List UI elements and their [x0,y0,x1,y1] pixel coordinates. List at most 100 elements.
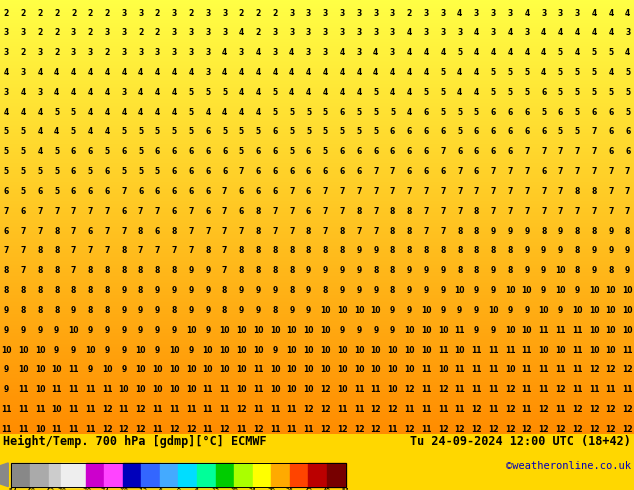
Text: 11: 11 [522,345,532,355]
Text: 7: 7 [222,187,228,196]
Text: 8: 8 [474,266,479,275]
Text: 4: 4 [172,68,177,77]
Text: 3: 3 [574,8,580,18]
Text: 8: 8 [440,246,446,255]
Text: 8: 8 [239,246,244,255]
Text: 11: 11 [1,405,11,414]
Text: 3: 3 [71,28,76,37]
Text: 42: 42 [304,489,313,490]
Text: 10: 10 [370,306,381,315]
Text: 8: 8 [306,226,311,236]
Text: 11: 11 [18,425,29,434]
Text: 12: 12 [455,425,465,434]
Text: 10: 10 [572,306,583,315]
Text: 5: 5 [54,167,60,176]
Text: 5: 5 [608,48,614,57]
Text: 9: 9 [524,266,529,275]
Text: 4: 4 [407,28,412,37]
Text: 4: 4 [37,147,42,156]
Text: 5: 5 [256,127,261,136]
Text: 12: 12 [623,405,633,414]
Text: 9: 9 [340,286,345,295]
Text: 8: 8 [205,246,210,255]
Text: 6: 6 [205,167,210,176]
Text: 8: 8 [373,266,378,275]
Text: 6: 6 [340,147,345,156]
Text: 3: 3 [524,28,529,37]
Text: 8: 8 [625,226,630,236]
Text: 9: 9 [121,286,127,295]
Text: 4: 4 [373,48,378,57]
Text: 3: 3 [222,28,227,37]
Text: 12: 12 [370,425,381,434]
Text: 12: 12 [488,425,498,434]
Text: 6: 6 [222,167,227,176]
Text: 5: 5 [138,127,143,136]
Text: 7: 7 [105,226,110,236]
Text: 7: 7 [239,167,244,176]
Text: 8: 8 [541,226,547,236]
Text: 7: 7 [356,187,361,196]
Text: 10: 10 [169,385,179,394]
Text: 10: 10 [455,286,465,295]
Text: 9: 9 [138,306,143,315]
Text: 12: 12 [555,385,566,394]
Text: 8: 8 [87,266,93,275]
Text: 0: 0 [176,489,181,490]
Text: 11: 11 [51,385,62,394]
Text: 11: 11 [572,326,583,335]
Text: 5: 5 [172,127,177,136]
Text: 11: 11 [522,385,532,394]
Text: 9: 9 [390,306,395,315]
Text: 4: 4 [205,108,210,117]
Text: 7: 7 [37,207,42,216]
Text: 10: 10 [320,326,331,335]
Text: 6: 6 [105,187,110,196]
Text: 5: 5 [474,108,479,117]
Text: 10: 10 [354,306,364,315]
Text: 3: 3 [441,28,446,37]
Text: Height/Temp. 700 hPa [gdmp][°C] ECMWF: Height/Temp. 700 hPa [gdmp][°C] ECMWF [3,435,267,448]
Text: 2: 2 [407,8,412,18]
Text: 5: 5 [441,68,446,77]
Text: 4: 4 [138,88,143,97]
Text: 7: 7 [625,167,630,176]
Text: 9: 9 [306,266,311,275]
Text: 7: 7 [440,147,446,156]
Text: -42: -42 [42,489,55,490]
Text: 10: 10 [538,306,549,315]
Text: 3: 3 [71,48,76,57]
Text: 8: 8 [54,306,60,315]
Text: 4: 4 [71,68,76,77]
Text: 3: 3 [172,28,177,37]
Text: 6: 6 [507,127,513,136]
Text: 12: 12 [589,405,599,414]
Text: 4: 4 [457,88,462,97]
Text: 5: 5 [105,147,110,156]
Text: 5: 5 [424,88,429,97]
Text: 11: 11 [572,345,583,355]
Text: 8: 8 [457,246,462,255]
Text: 7: 7 [239,226,244,236]
Text: 8: 8 [491,246,496,255]
Text: 11: 11 [488,345,498,355]
Text: 10: 10 [236,366,247,374]
Text: 8: 8 [289,266,295,275]
Text: 7: 7 [592,167,597,176]
Text: 12: 12 [169,425,179,434]
Text: 7: 7 [541,147,547,156]
Text: 11: 11 [51,425,62,434]
Text: 11: 11 [270,425,280,434]
Text: 7: 7 [172,246,177,255]
Text: 7: 7 [608,207,614,216]
Text: 8: 8 [592,226,597,236]
Text: 11: 11 [387,425,398,434]
Text: 7: 7 [558,207,563,216]
Text: 5: 5 [457,127,462,136]
Text: 10: 10 [354,366,364,374]
Text: 11: 11 [253,405,264,414]
Text: 3: 3 [491,8,496,18]
Text: 9: 9 [474,306,479,315]
Text: 6: 6 [608,147,614,156]
Text: 8: 8 [121,246,127,255]
